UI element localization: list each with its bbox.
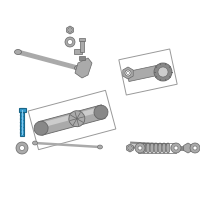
Bar	[79, 56, 85, 60]
Ellipse shape	[158, 143, 162, 153]
Ellipse shape	[135, 143, 145, 153]
Ellipse shape	[16, 142, 28, 154]
Polygon shape	[39, 105, 105, 135]
Ellipse shape	[174, 146, 178, 150]
Ellipse shape	[69, 111, 85, 127]
Ellipse shape	[94, 105, 108, 119]
Bar	[18, 108, 26, 112]
Polygon shape	[127, 64, 163, 82]
Ellipse shape	[125, 70, 131, 76]
Bar	[74, 49, 82, 54]
Ellipse shape	[146, 143, 150, 153]
Ellipse shape	[162, 143, 166, 153]
Ellipse shape	[34, 121, 48, 135]
Polygon shape	[184, 143, 192, 153]
Ellipse shape	[69, 29, 71, 31]
Ellipse shape	[32, 141, 38, 145]
Ellipse shape	[154, 63, 172, 81]
Polygon shape	[127, 144, 133, 152]
Bar	[138, 143, 176, 153]
Ellipse shape	[68, 40, 72, 45]
Ellipse shape	[14, 49, 22, 54]
Bar	[20, 108, 24, 136]
Ellipse shape	[20, 146, 24, 150]
Ellipse shape	[158, 67, 168, 77]
Ellipse shape	[142, 143, 146, 153]
Ellipse shape	[138, 146, 142, 150]
Polygon shape	[75, 58, 92, 78]
Ellipse shape	[171, 143, 181, 153]
Polygon shape	[67, 26, 73, 34]
Ellipse shape	[166, 143, 170, 153]
Ellipse shape	[150, 143, 154, 153]
Ellipse shape	[128, 146, 132, 150]
Ellipse shape	[138, 143, 142, 153]
Bar	[79, 38, 85, 41]
Ellipse shape	[193, 146, 197, 150]
Bar	[80, 41, 84, 52]
Polygon shape	[123, 67, 133, 79]
Ellipse shape	[68, 28, 72, 32]
Ellipse shape	[154, 143, 158, 153]
Ellipse shape	[65, 37, 75, 47]
Ellipse shape	[98, 145, 102, 149]
Ellipse shape	[74, 66, 82, 71]
Polygon shape	[40, 106, 104, 128]
Ellipse shape	[129, 147, 131, 149]
Ellipse shape	[190, 143, 200, 153]
Ellipse shape	[127, 72, 130, 74]
